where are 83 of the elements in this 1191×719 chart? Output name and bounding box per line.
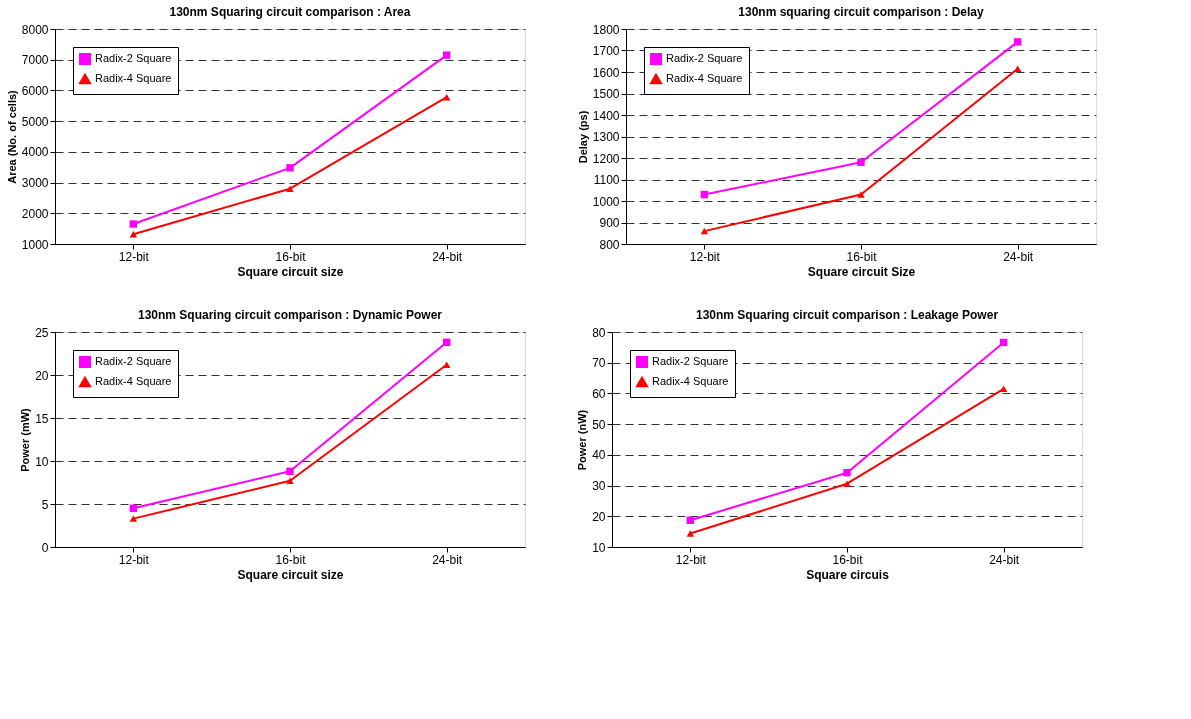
y-axis-title: Power (mW) — [19, 407, 32, 472]
legend-label: Radix-4 Square — [95, 375, 172, 387]
y-tick-label: 5 — [41, 497, 49, 512]
y-tick-label: 1200 — [592, 151, 620, 166]
point — [700, 227, 709, 235]
x-tick-label: 24-bit — [432, 249, 463, 264]
y-tick-label: 1600 — [592, 65, 620, 80]
x-axis-title: Square circuis — [806, 567, 890, 582]
point — [999, 385, 1008, 393]
x-tick-label: 24-bit — [1003, 249, 1034, 264]
y-tick-label: 5000 — [21, 114, 49, 129]
y-tick-label: 4000 — [21, 145, 49, 160]
legend-label: Radix-2 Square — [95, 52, 172, 64]
y-tick-label: 10 — [592, 540, 606, 555]
point — [442, 51, 451, 59]
x-tick-label: 24-bit — [432, 552, 463, 567]
y-tick-label: 60 — [592, 386, 606, 401]
chart-title: 130nm squaring circuit comparison : Delay — [738, 5, 985, 19]
point — [843, 480, 851, 487]
legend-label: Radix-2 Square — [652, 355, 729, 367]
chart-title: 130nm Squaring circuit comparison : Leakage Power — [695, 308, 999, 322]
y-tick-label: 1500 — [592, 87, 620, 101]
x-axis-title: Square circuit size — [237, 567, 344, 582]
y-tick-label: 2000 — [21, 206, 49, 221]
x-tick-label: 12-bit — [689, 249, 721, 264]
y-tick-label: 1700 — [592, 44, 620, 58]
y-tick-label: 25 — [35, 325, 49, 340]
y-tick-label: 8000 — [21, 22, 49, 37]
legend-label: Radix-2 Square — [95, 355, 172, 367]
y-tick-label: 70 — [592, 356, 606, 371]
point — [1013, 65, 1022, 72]
y-tick-label: 0 — [41, 540, 49, 555]
legend-label: Radix-2 Square — [666, 52, 743, 64]
y-tick-label: 1400 — [592, 108, 620, 123]
x-axis-title: Square circuit Size — [807, 264, 916, 279]
point — [286, 477, 294, 484]
x-tick-label: 16-bit — [275, 249, 307, 264]
y-tick-label: 20 — [592, 509, 606, 524]
y-tick-label: 6000 — [21, 83, 49, 98]
point — [129, 515, 138, 522]
point — [1013, 38, 1022, 46]
point — [686, 530, 695, 537]
point — [129, 230, 138, 238]
y-tick-label: 1000 — [21, 237, 49, 252]
legend-label: Radix-4 Square — [95, 72, 172, 84]
point — [286, 467, 294, 476]
chart-title: 130nm Squaring circuit comparison : Dynamic Power — [137, 308, 443, 322]
y-axis-title: Power (nW) — [576, 409, 589, 471]
y-tick-label: 1100 — [593, 173, 620, 187]
point — [286, 185, 294, 192]
x-tick-label: 24-bit — [989, 552, 1020, 567]
chart-title: 130nm Squaring circuit comparison : Area — [169, 5, 411, 19]
point — [442, 93, 451, 101]
y-tick-label: 1000 — [592, 194, 620, 209]
y-tick-label: 20 — [35, 368, 49, 383]
y-tick-label: 10 — [35, 454, 49, 469]
x-tick-label: 16-bit — [846, 249, 878, 264]
point — [857, 191, 865, 198]
point — [129, 220, 138, 228]
y-tick-label: 30 — [592, 479, 606, 494]
point — [857, 158, 865, 167]
y-tick-label: 40 — [592, 448, 606, 463]
x-tick-label: 16-bit — [832, 552, 864, 567]
point — [843, 468, 851, 477]
y-tick-label: 50 — [592, 417, 606, 432]
y-tick-label: 15 — [35, 411, 49, 426]
x-tick-label: 12-bit — [118, 249, 150, 264]
y-tick-label: 1300 — [592, 130, 620, 144]
y-tick-label: 1800 — [592, 22, 620, 37]
x-tick-label: 12-bit — [675, 552, 707, 567]
y-tick-label: 80 — [592, 325, 606, 340]
x-tick-label: 12-bit — [118, 552, 150, 567]
x-axis-title: Square circuit size — [237, 264, 344, 279]
y-tick-label: 3000 — [21, 176, 49, 191]
legend-label: Radix-4 Square — [652, 375, 729, 387]
y-tick-label: 900 — [599, 216, 620, 230]
y-tick-label: 7000 — [21, 53, 49, 68]
point — [286, 164, 294, 172]
y-axis-title: Delay (ps) — [576, 110, 589, 164]
legend-label: Radix-4 Square — [666, 72, 743, 84]
y-tick-label: 800 — [599, 237, 620, 252]
y-axis-title: Area (No. of cells) — [5, 89, 18, 184]
x-tick-label: 16-bit — [275, 552, 307, 567]
